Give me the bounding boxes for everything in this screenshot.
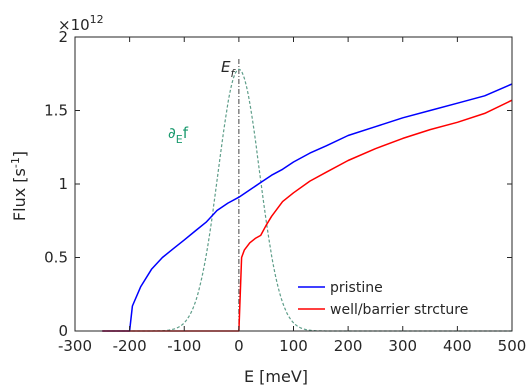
x-axis-title: E [meV] [244,367,308,386]
y-tick-label: 1.5 [44,102,68,120]
series-line-pristine [102,83,513,332]
y-tick-label: 0 [58,322,68,340]
x-tick-label: 100 [279,337,308,355]
y-axis-title: Flux [s-1] [9,151,29,221]
x-tick-label: 400 [443,337,472,355]
y-tick-label: 0.5 [44,249,68,267]
legend: pristine well/barrier strcture [298,280,468,318]
x-tick-label: 300 [388,337,417,355]
x-tick-label: 0 [234,337,244,355]
legend-label-well-barrier: well/barrier strcture [330,302,468,318]
x-tick-label: -300 [58,337,92,355]
y-tick-label: 2 [58,28,68,46]
plot-area: -300 -200 -100 0 100 200 300 400 500 0 0.5 1 1.5 2 [44,28,526,355]
y-tick-label: 1 [58,175,68,193]
df-label: ∂Ef [168,124,189,146]
x-tick-label: -200 [113,337,147,355]
series-line-well-barrier [102,99,513,332]
ef-label: Ef [221,58,236,80]
y-multiplier: ×1012 [58,13,104,34]
legend-label-pristine: pristine [330,280,383,296]
x-tick-label: 500 [498,337,527,355]
x-tick-label: -100 [167,337,201,355]
series-line-derivative [102,68,512,332]
x-tick-label: 200 [334,337,363,355]
